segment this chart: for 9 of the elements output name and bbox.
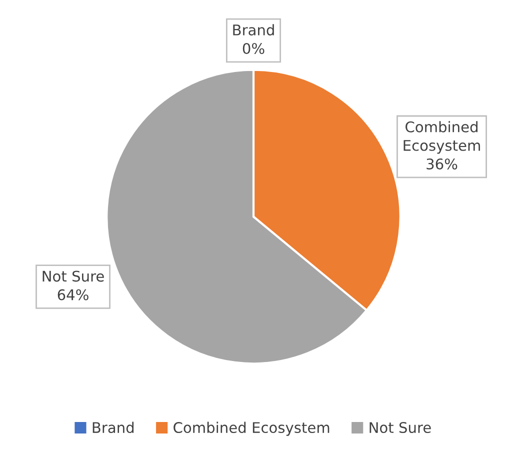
- legend-label: Brand: [92, 422, 134, 434]
- legend-label: Combined Ecosystem: [174, 422, 330, 436]
- legend-label: Not Sure: [370, 422, 431, 434]
- category-label: Brand: [233, 24, 274, 36]
- data-label: 36%: [426, 158, 458, 170]
- data-label: 64%: [58, 289, 88, 300]
- text: 0%: [242, 42, 264, 54]
- slice-label: Not Sure: [42, 270, 104, 282]
- slice-label: Combined Ecosystem: [404, 121, 480, 154]
